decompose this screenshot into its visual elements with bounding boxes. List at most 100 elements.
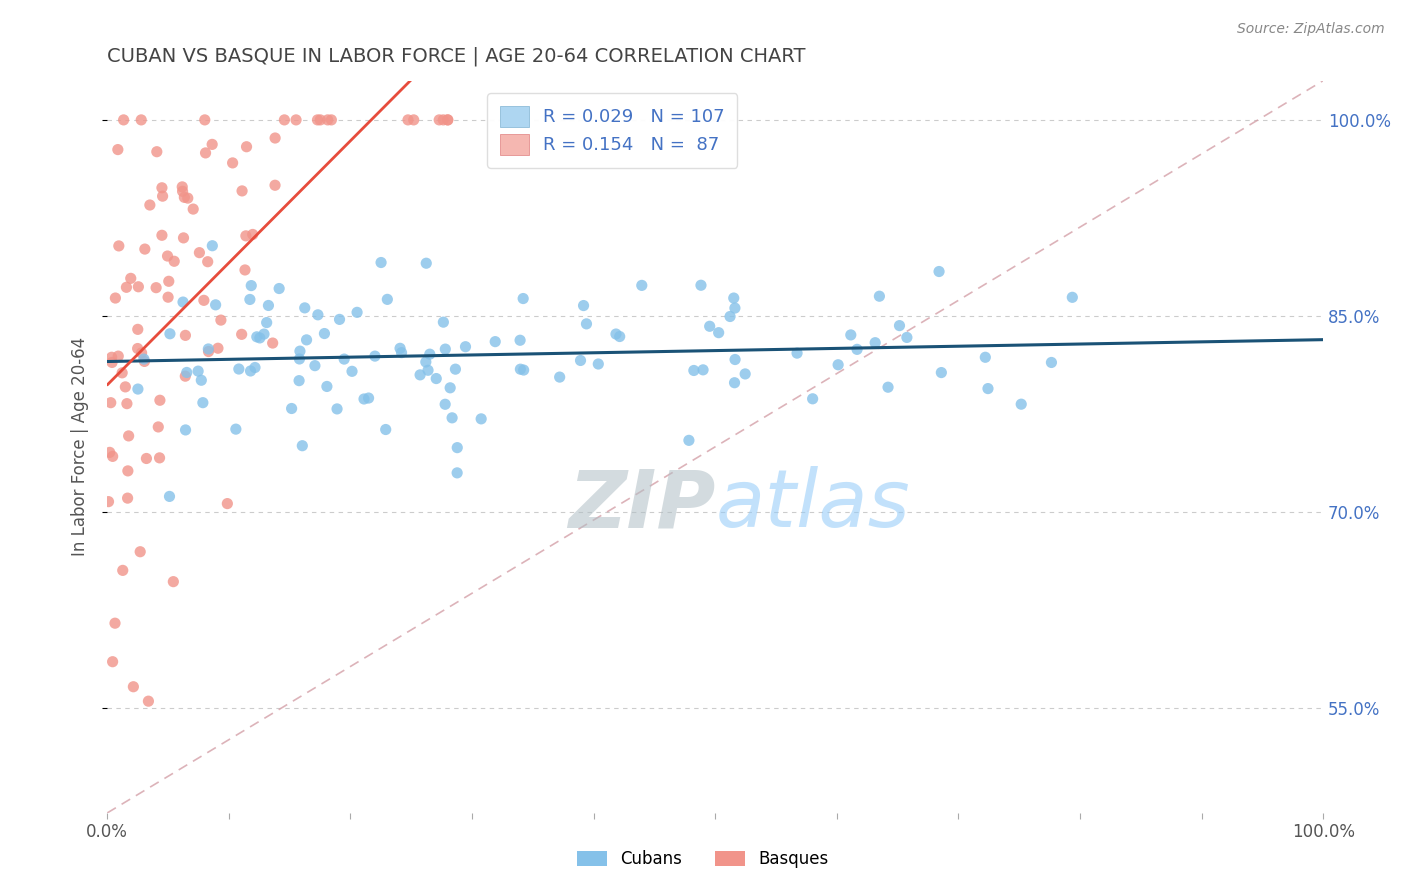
Point	[150, 228, 173, 243]
Point	[827, 358, 849, 372]
Point	[357, 391, 380, 405]
Point	[605, 326, 627, 341]
Point	[242, 227, 264, 242]
Point	[734, 367, 756, 381]
Point	[434, 397, 457, 411]
Point	[877, 380, 900, 394]
Point	[150, 181, 173, 195]
Point	[682, 363, 704, 377]
Point	[201, 238, 224, 252]
Point	[152, 189, 174, 203]
Point	[723, 376, 745, 390]
Point	[328, 312, 350, 326]
Point	[974, 351, 997, 365]
Point	[148, 450, 170, 465]
Point	[98, 445, 121, 459]
Point	[444, 362, 467, 376]
Point	[415, 256, 437, 270]
Point	[120, 271, 142, 285]
Point	[409, 368, 432, 382]
Point	[434, 342, 457, 356]
Point	[104, 291, 127, 305]
Point	[931, 366, 953, 380]
Point	[235, 228, 257, 243]
Point	[364, 349, 387, 363]
Point	[197, 344, 219, 359]
Point	[432, 315, 454, 329]
Point	[257, 298, 280, 312]
Point	[97, 494, 120, 508]
Point	[129, 545, 152, 559]
Point	[291, 439, 314, 453]
Point	[127, 342, 149, 356]
Point	[188, 245, 211, 260]
Point	[846, 343, 869, 357]
Point	[156, 249, 179, 263]
Point	[197, 342, 219, 356]
Point	[228, 362, 250, 376]
Point	[316, 379, 339, 393]
Point	[132, 352, 155, 367]
Point	[187, 364, 209, 378]
Point	[239, 293, 262, 307]
Point	[249, 331, 271, 345]
Point	[512, 363, 534, 377]
Point	[280, 401, 302, 416]
Point	[194, 145, 217, 160]
Point	[436, 112, 458, 127]
Point	[114, 380, 136, 394]
Point	[209, 313, 232, 327]
Point	[107, 349, 129, 363]
Point	[159, 490, 181, 504]
Point	[441, 410, 464, 425]
Point	[217, 497, 239, 511]
Text: Source: ZipAtlas.com: Source: ZipAtlas.com	[1237, 22, 1385, 37]
Point	[111, 563, 134, 577]
Point	[240, 278, 263, 293]
Point	[309, 112, 332, 127]
Point	[190, 373, 212, 387]
Point	[108, 239, 131, 253]
Point	[396, 112, 419, 127]
Point	[575, 317, 598, 331]
Point	[321, 112, 343, 127]
Point	[107, 143, 129, 157]
Point	[548, 370, 571, 384]
Point	[177, 191, 200, 205]
Point	[454, 340, 477, 354]
Point	[173, 190, 195, 204]
Point	[436, 112, 458, 127]
Point	[173, 231, 195, 245]
Point	[977, 382, 1000, 396]
Point	[928, 264, 950, 278]
Point	[181, 202, 204, 216]
Point	[139, 198, 162, 212]
Point	[304, 359, 326, 373]
Point	[692, 363, 714, 377]
Point	[264, 178, 287, 193]
Point	[609, 329, 631, 343]
Point	[416, 363, 439, 377]
Point	[353, 392, 375, 406]
Point	[256, 316, 278, 330]
Point	[588, 357, 610, 371]
Point	[509, 333, 531, 347]
Point	[868, 289, 890, 303]
Point	[104, 616, 127, 631]
Point	[427, 112, 450, 127]
Point	[718, 310, 741, 324]
Point	[201, 137, 224, 152]
Point	[724, 352, 747, 367]
Point	[419, 347, 441, 361]
Point	[204, 298, 226, 312]
Point	[131, 346, 153, 360]
Point	[786, 346, 808, 360]
Point	[100, 395, 122, 409]
Point	[370, 255, 392, 269]
Point	[233, 263, 256, 277]
Point	[1010, 397, 1032, 411]
Point	[134, 242, 156, 256]
Point	[389, 341, 412, 355]
Point	[723, 291, 745, 305]
Point	[288, 374, 311, 388]
